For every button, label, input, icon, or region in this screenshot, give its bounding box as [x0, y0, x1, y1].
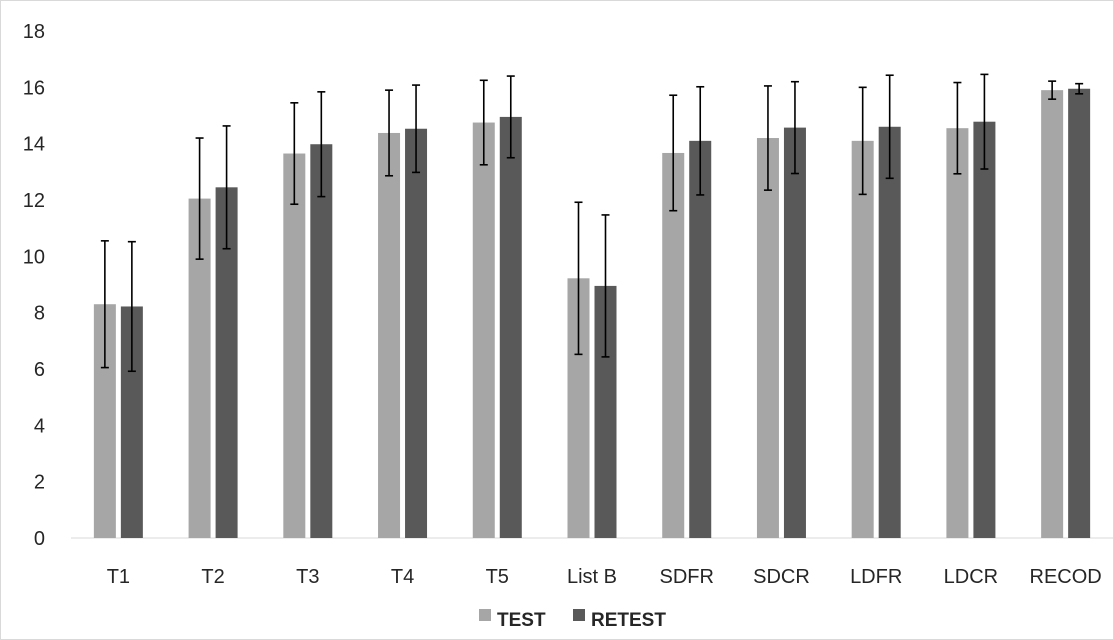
bars-group	[93, 88, 1091, 539]
y-tick-label: 14	[23, 134, 45, 156]
y-tick-label: 6	[34, 359, 45, 381]
legend-swatch-test	[479, 609, 491, 621]
error-bar-test	[195, 137, 204, 260]
bar-retest	[783, 127, 806, 538]
error-bar-test	[100, 240, 109, 369]
error-bar-test	[1048, 80, 1057, 100]
bar-retest	[689, 140, 712, 538]
error-bar-test	[574, 201, 583, 356]
legend-swatch-retest	[573, 609, 585, 621]
error-bar-test	[953, 81, 962, 175]
bar-retest	[215, 187, 238, 538]
error-bar-retest	[790, 80, 799, 175]
y-tick-label: 10	[23, 246, 45, 268]
error-bar-retest	[127, 240, 136, 373]
error-bar-retest	[696, 85, 705, 196]
bar-retest	[1068, 88, 1091, 538]
error-bar-retest	[506, 75, 515, 159]
bar-test	[851, 140, 874, 538]
x-tick-label: RECOD	[1030, 566, 1102, 588]
bar-retest	[594, 285, 617, 538]
x-tick-label: T5	[486, 566, 509, 588]
x-tick-label: T2	[201, 566, 224, 588]
x-tick-label: LDFR	[850, 566, 902, 588]
y-tick-label: 0	[34, 528, 45, 550]
x-tick-label: LDCR	[944, 566, 998, 588]
error-bars-group	[100, 73, 1084, 373]
y-tick-label: 18	[23, 21, 45, 43]
error-bar-retest	[222, 125, 231, 250]
x-tick-label: SDCR	[753, 566, 810, 588]
error-bar-retest	[412, 84, 421, 174]
error-bar-test	[858, 86, 867, 196]
bar-retest	[310, 144, 333, 539]
bar-test	[567, 278, 590, 538]
bar-test	[378, 132, 401, 539]
bar-retest	[973, 121, 996, 539]
bar-retest	[878, 126, 901, 539]
y-tick-label: 2	[34, 472, 45, 494]
bar-retest	[405, 128, 428, 538]
error-bar-retest	[885, 74, 894, 180]
bar-test	[472, 122, 495, 539]
x-tick-label: T1	[107, 566, 130, 588]
error-bar-test	[669, 94, 678, 212]
legend-label-retest: RETEST	[591, 610, 666, 631]
y-tick-label: 12	[23, 190, 45, 212]
bar-test	[93, 304, 116, 538]
bar-test	[188, 198, 211, 538]
x-tick-label: List B	[567, 566, 617, 588]
error-bar-test	[763, 85, 772, 191]
error-bar-test	[479, 79, 488, 166]
x-tick-label: T4	[391, 566, 414, 588]
error-bar-retest	[980, 73, 989, 170]
bar-test	[283, 153, 306, 538]
error-bar-retest	[1075, 82, 1084, 95]
x-axis: T1 T2 T3 T4 T5 List B SDFR SDCR LDFR LDCR RECOD	[71, 537, 1113, 588]
error-bar-test	[290, 102, 299, 206]
x-tick-label: T3	[296, 566, 319, 588]
bar-retest	[499, 116, 522, 539]
bar-test	[1041, 90, 1064, 539]
legend-label-test: TEST	[497, 610, 546, 631]
error-bar-test	[385, 89, 394, 177]
legend: TEST RETEST	[479, 609, 666, 631]
y-tick-label: 8	[34, 303, 45, 325]
error-bar-retest	[601, 214, 610, 358]
bar-test	[662, 152, 685, 538]
y-tick-label: 4	[34, 415, 45, 437]
bar-test	[756, 138, 779, 539]
x-tick-label: SDFR	[660, 566, 714, 588]
y-axis: 0 2 4 6 8 10 12 14 16 18	[23, 21, 45, 550]
y-tick-label: 16	[23, 77, 45, 99]
bar-test	[946, 128, 969, 539]
error-bar-retest	[317, 91, 326, 198]
bar-retest	[120, 306, 143, 538]
